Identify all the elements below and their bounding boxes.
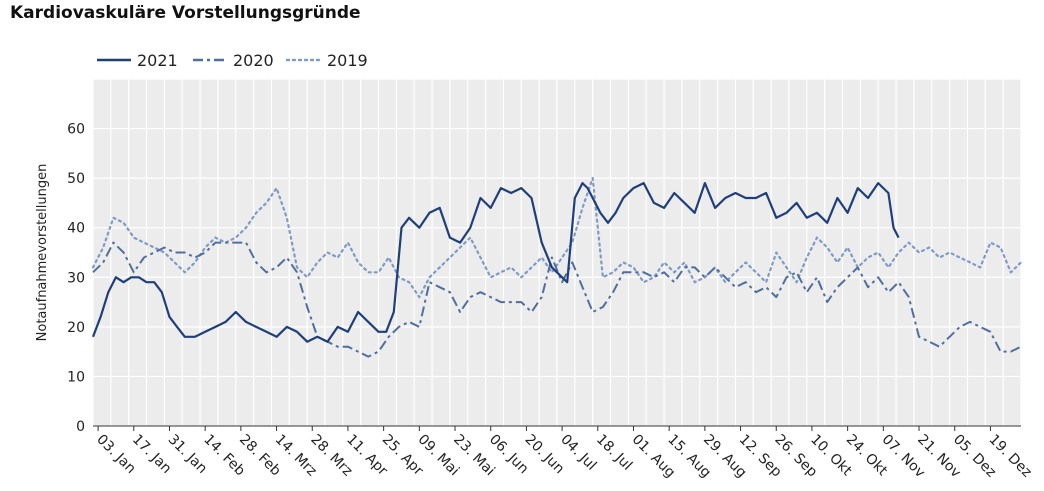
series-line-2021 (91, 182, 900, 343)
vertical-gridlines (92, 79, 1022, 426)
y-axis: 0 10 20 30 40 50 60 (67, 122, 85, 435)
x-tick-label: 18. Jul (593, 432, 635, 474)
y-tick-label: 0 (76, 419, 85, 435)
x-tick-label: 17. Jan (129, 432, 174, 477)
y-tick-label: 60 (67, 122, 85, 138)
y-axis-label: Notaufnahmevorstellungen (35, 164, 50, 342)
series-line-2019 (91, 177, 1023, 299)
y-tick-label: 40 (67, 221, 85, 237)
legend-label-2019: 2019 (327, 51, 368, 70)
y-tick-label: 30 (67, 270, 85, 286)
legend-label-2020: 2020 (233, 51, 274, 70)
y-tick-label: 20 (67, 320, 85, 336)
series-line-2020 (92, 241, 1022, 358)
legend: 2021 2020 2019 (97, 51, 368, 70)
legend-label-2021: 2021 (137, 51, 178, 70)
y-tick-label: 10 (67, 369, 85, 385)
x-tick-label: 03. Jan (93, 432, 138, 477)
chart-title: Kardiovaskuläre Vorstellungsgründe (10, 3, 361, 23)
y-tick-label: 50 (67, 171, 85, 187)
x-tick-label: 31. Jan (165, 432, 210, 477)
